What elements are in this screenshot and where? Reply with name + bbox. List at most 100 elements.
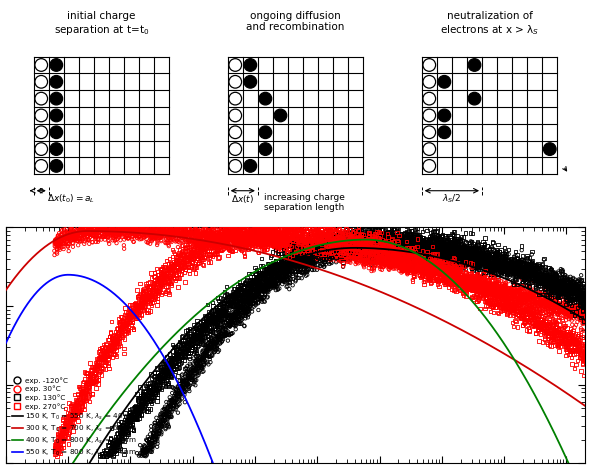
Point [411, 234, 421, 241]
Point [554, 314, 564, 322]
Point [355, 244, 364, 251]
Point [443, 233, 452, 240]
Point [106, 447, 116, 455]
Point [497, 264, 506, 272]
Point [60, 419, 69, 426]
Point [438, 244, 447, 251]
Point [166, 237, 176, 244]
Point [415, 244, 425, 251]
Point [108, 224, 118, 232]
Point [220, 308, 230, 316]
Point [152, 380, 161, 388]
Point [431, 245, 440, 252]
Point [424, 264, 434, 271]
Point [404, 249, 413, 256]
Point [333, 243, 342, 250]
Point [337, 243, 346, 250]
Point [493, 284, 502, 292]
Point [454, 280, 463, 288]
Point [325, 249, 335, 257]
Point [479, 260, 489, 267]
Point [195, 322, 204, 330]
Point [557, 279, 566, 287]
Point [225, 235, 235, 242]
Point [510, 290, 519, 297]
Point [381, 255, 390, 262]
Point [179, 342, 189, 349]
Point [207, 252, 217, 260]
Point [431, 272, 441, 279]
Point [363, 236, 373, 243]
Point [263, 239, 272, 247]
Point [250, 292, 259, 300]
Point [434, 237, 443, 245]
Point [208, 340, 217, 348]
Point [474, 280, 483, 288]
Point [501, 261, 510, 269]
Ellipse shape [35, 75, 47, 88]
Point [307, 251, 316, 259]
Point [134, 228, 144, 236]
Point [577, 277, 587, 285]
Point [498, 290, 507, 297]
Point [394, 251, 403, 259]
Point [335, 229, 344, 236]
Point [148, 446, 157, 453]
Point [379, 228, 388, 236]
Point [248, 295, 257, 302]
Point [369, 252, 379, 260]
Point [151, 432, 160, 440]
Point [518, 293, 527, 300]
Point [313, 237, 322, 245]
Point [275, 231, 285, 239]
Point [485, 246, 494, 253]
Point [376, 231, 385, 238]
Point [108, 445, 117, 452]
Point [518, 256, 527, 263]
Point [81, 369, 90, 377]
Point [195, 251, 204, 258]
Point [498, 304, 508, 311]
Point [190, 332, 199, 340]
Point [284, 224, 294, 231]
Point [400, 249, 409, 257]
Point [130, 228, 139, 235]
Point [87, 366, 97, 374]
Point [457, 263, 467, 271]
Point [391, 256, 400, 264]
Point [275, 230, 284, 237]
Point [330, 226, 340, 233]
Point [469, 259, 478, 266]
Point [583, 326, 591, 333]
Point [460, 263, 470, 271]
Point [483, 265, 493, 273]
Point [93, 362, 102, 370]
Point [319, 254, 328, 261]
Point [490, 256, 499, 264]
Point [322, 226, 332, 233]
Point [294, 241, 304, 249]
Point [368, 254, 377, 262]
Point [274, 231, 283, 238]
Point [309, 248, 318, 255]
Point [549, 280, 558, 288]
Point [536, 271, 545, 278]
Point [543, 306, 553, 313]
Point [392, 261, 402, 268]
Point [222, 290, 232, 298]
Point [313, 242, 322, 249]
Point [100, 344, 110, 351]
Point [368, 232, 377, 240]
Point [217, 331, 226, 338]
Point [77, 227, 87, 234]
Point [264, 231, 273, 239]
Point [421, 269, 431, 277]
Point [115, 221, 125, 228]
Point [167, 373, 176, 381]
Point [142, 221, 152, 229]
Point [474, 266, 483, 273]
Point [434, 251, 444, 258]
Point [236, 223, 246, 230]
Point [337, 231, 347, 239]
Point [449, 263, 458, 270]
